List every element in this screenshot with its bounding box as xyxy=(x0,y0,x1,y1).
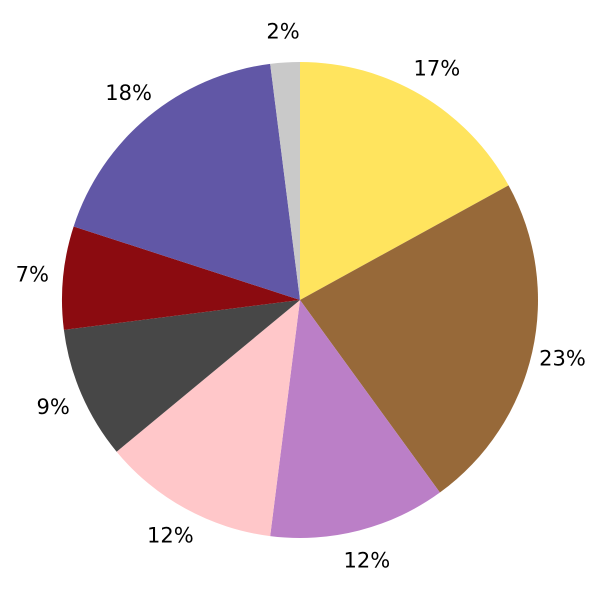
pie-slice-label-yellow: 17% xyxy=(414,57,461,81)
pie-slice-light-gray xyxy=(270,62,300,300)
pie-slice-label-orchid: 12% xyxy=(344,549,391,573)
pie-slice-orchid xyxy=(270,300,440,538)
pie-slice-brown xyxy=(300,185,539,493)
pie-slice-label-dark-gray: 9% xyxy=(37,395,70,419)
pie-slice-label-slate-purple: 18% xyxy=(105,81,152,105)
pie-slice-label-dark-red: 7% xyxy=(16,263,49,287)
pie-slice-pink xyxy=(116,300,301,537)
pie-slice-dark-gray xyxy=(63,300,300,452)
pie-slice-label-pink: 12% xyxy=(147,524,194,548)
pie-slice-yellow xyxy=(300,62,509,300)
pie-slice-label-light-gray: 2% xyxy=(266,20,299,44)
pie-slice-label-brown: 23% xyxy=(539,347,586,371)
pie-slice-slate-purple xyxy=(73,63,301,300)
pie-slice-dark-red xyxy=(62,226,300,330)
